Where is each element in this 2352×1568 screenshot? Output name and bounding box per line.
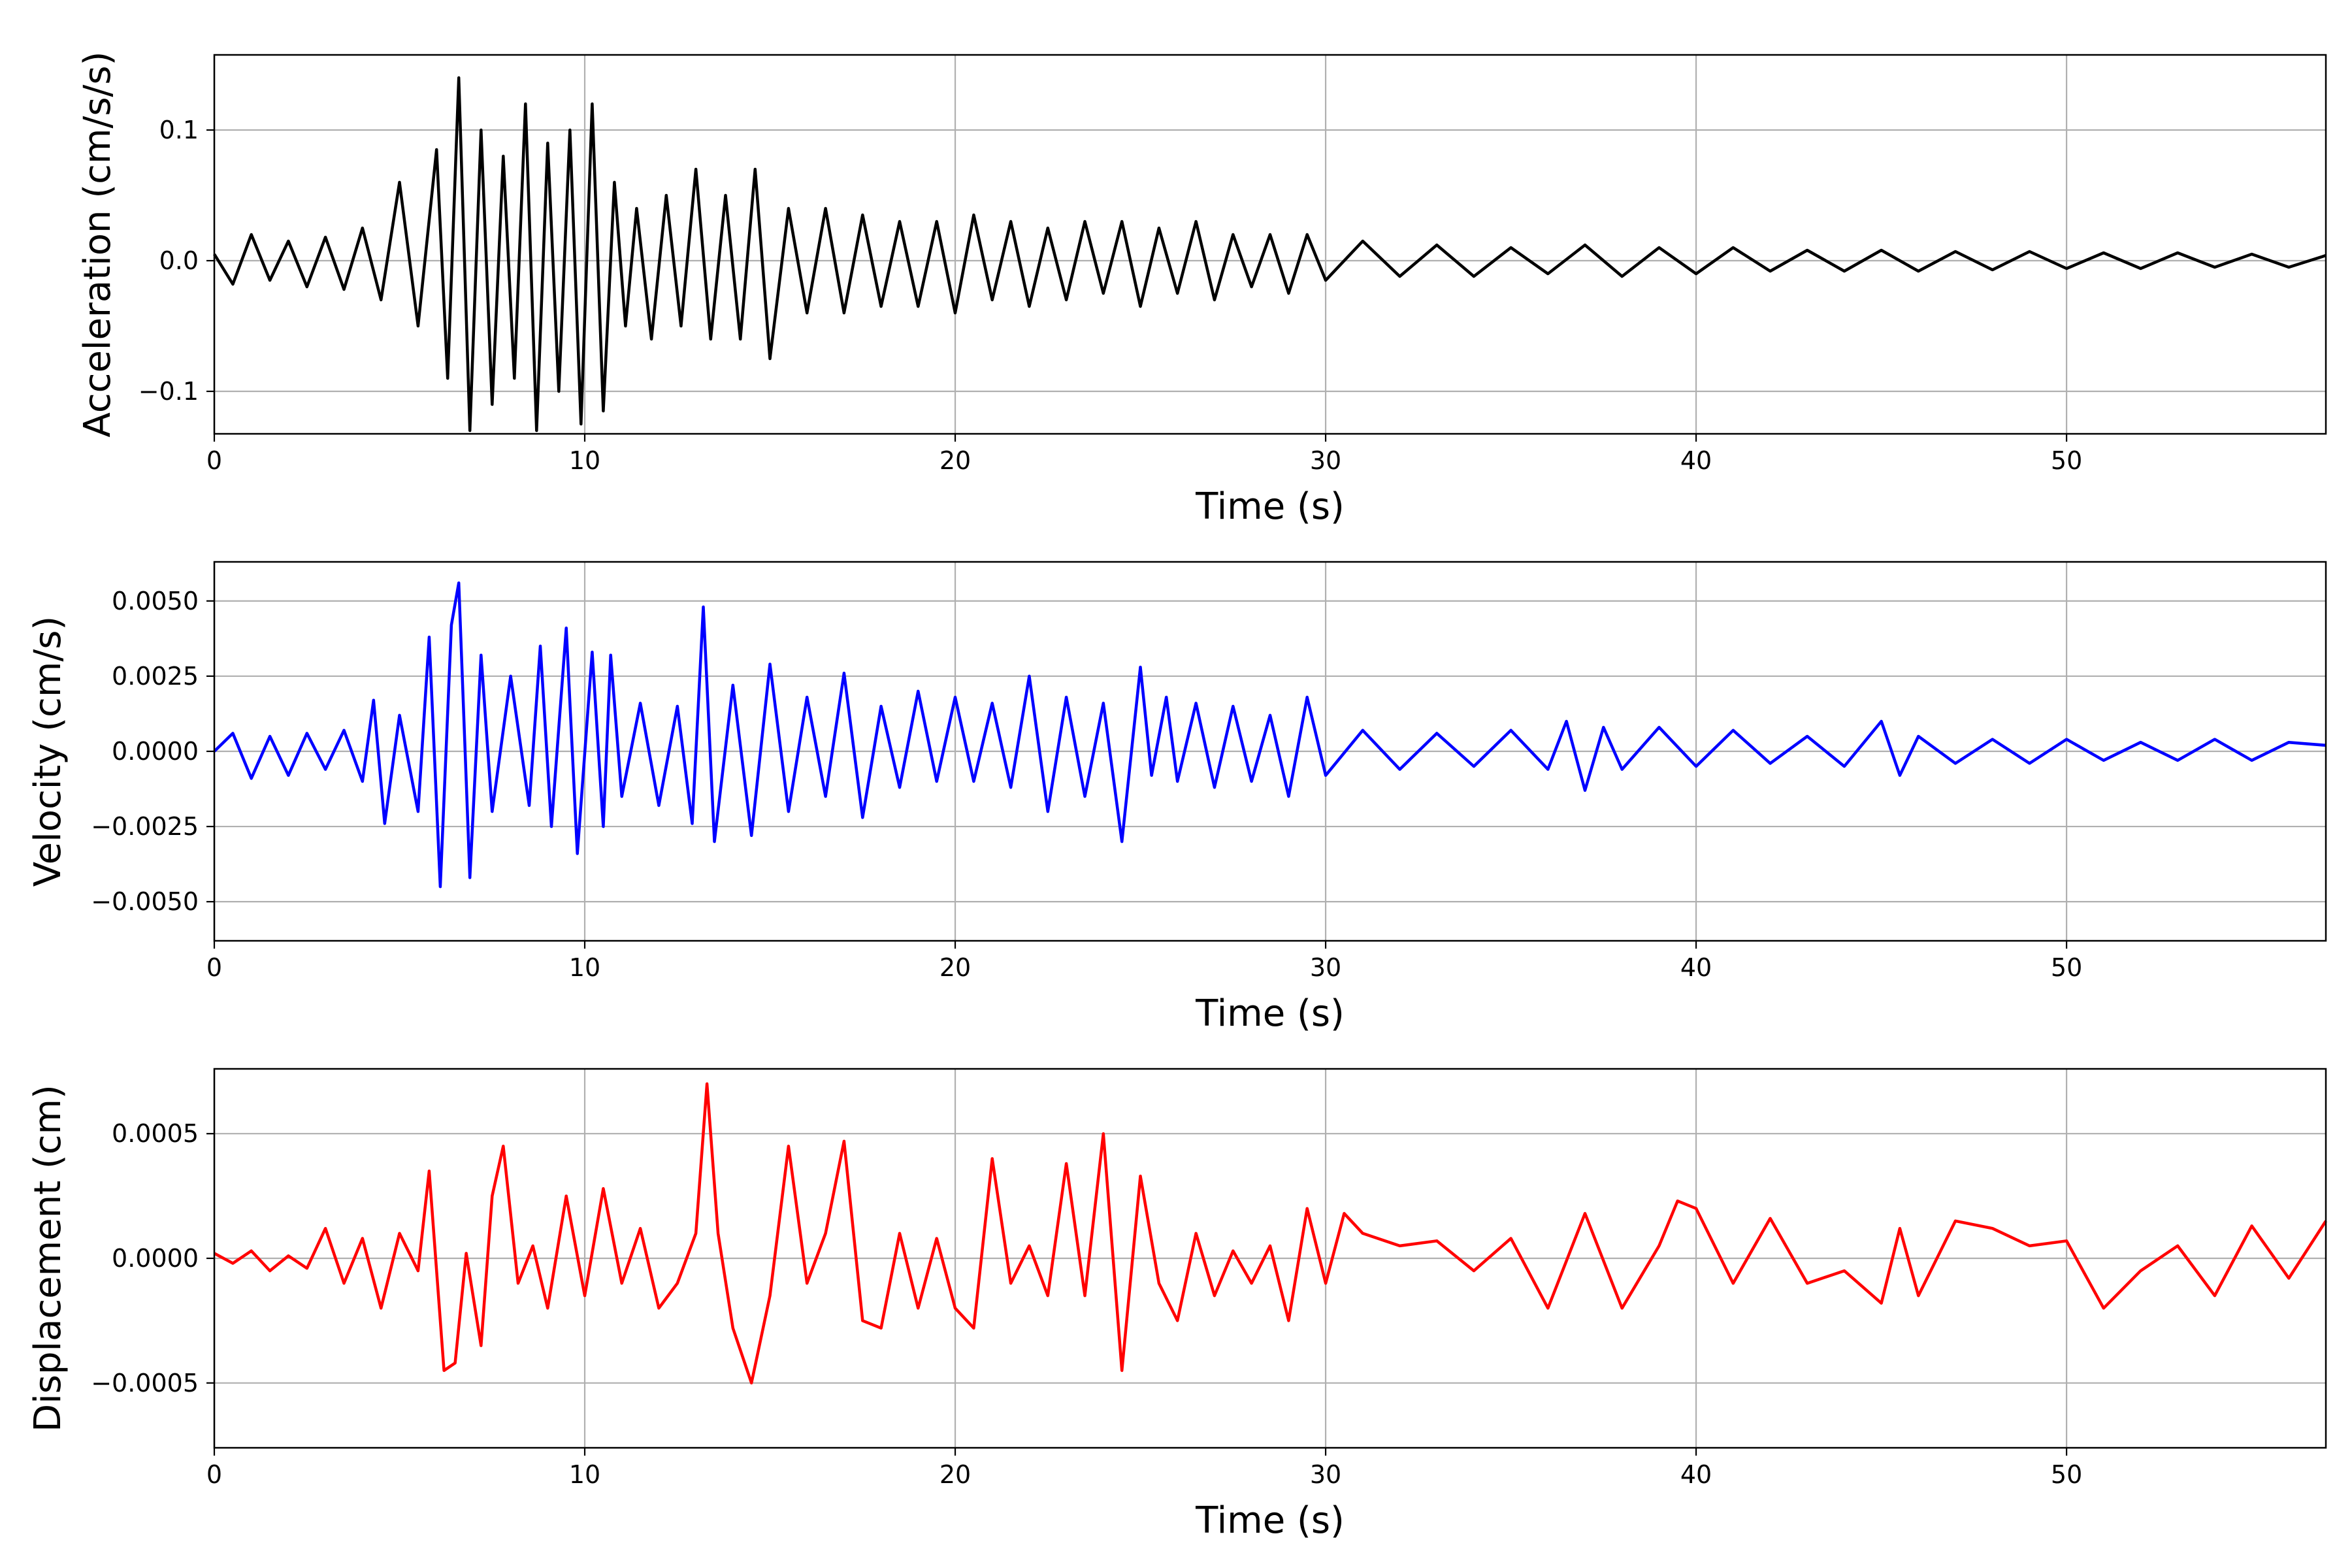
velocity-ytick-label: 0.0025 [112,662,199,691]
displacement-panel: 0 10 20 30 40 50 −0.0005 0.0000 0.0005 Time (s) Di… [27,1068,2327,1542]
velocity-series-line [213,581,2327,889]
acceleration-ytick-label: 0.0 [159,246,199,275]
displacement-ytick-label: 0.0005 [112,1119,199,1148]
acceleration-yaxis-label: Acceleration (cm/s/s) [76,52,119,438]
acceleration-ytick-label: 0.1 [159,116,199,144]
displacement-xtick-label: 20 [939,1460,971,1489]
displacement-series-line [213,1082,2327,1385]
velocity-xtick-label: 50 [2051,953,2082,982]
displacement-xtick-label: 0 [206,1460,222,1489]
velocity-panel: 0 10 20 30 40 50 −0.0050 −0.0025 0.0000 0.0025 0.0… [27,561,2327,1035]
velocity-ytick-label: −0.0050 [91,887,199,916]
acceleration-plot-frame [213,54,2327,435]
acceleration-ytick-label: −0.1 [139,377,199,406]
displacement-xtick-label: 50 [2051,1460,2082,1489]
displacement-xtick-label: 10 [569,1460,600,1489]
displacement-xtick-label: 40 [1680,1460,1712,1489]
displacement-ytick-label: 0.0000 [112,1244,199,1273]
acceleration-xtick-label: 30 [1310,446,1341,475]
displacement-xtick-label: 30 [1310,1460,1341,1489]
acceleration-series-line [213,76,2327,433]
displacement-ytick-label: −0.0005 [91,1369,199,1397]
velocity-xtick-label: 30 [1310,953,1341,982]
acceleration-xtick-label: 20 [939,446,971,475]
velocity-ytick-label: −0.0025 [91,812,199,841]
velocity-xtick-label: 20 [939,953,971,982]
velocity-xtick-label: 40 [1680,953,1712,982]
displacement-xaxis-label: Time (s) [1195,1499,1345,1542]
acceleration-panel: 0 10 20 30 40 50 −0.1 0.0 0.1 Time (s) Acceleratio… [76,52,2327,528]
velocity-xaxis-label: Time (s) [1195,992,1345,1035]
velocity-yaxis-label: Velocity (cm/s) [27,616,69,887]
velocity-xtick-label: 10 [569,953,600,982]
acceleration-xtick-label: 0 [206,446,222,475]
velocity-ytick-label: 0.0000 [112,737,199,766]
acceleration-xtick-label: 40 [1680,446,1712,475]
displacement-yaxis-label: Displacement (cm) [27,1085,69,1432]
acceleration-xaxis-label: Time (s) [1195,485,1345,528]
acceleration-xtick-label: 50 [2051,446,2082,475]
velocity-xtick-label: 0 [206,953,222,982]
acceleration-xtick-label: 10 [569,446,600,475]
velocity-ytick-label: 0.0050 [112,587,199,615]
